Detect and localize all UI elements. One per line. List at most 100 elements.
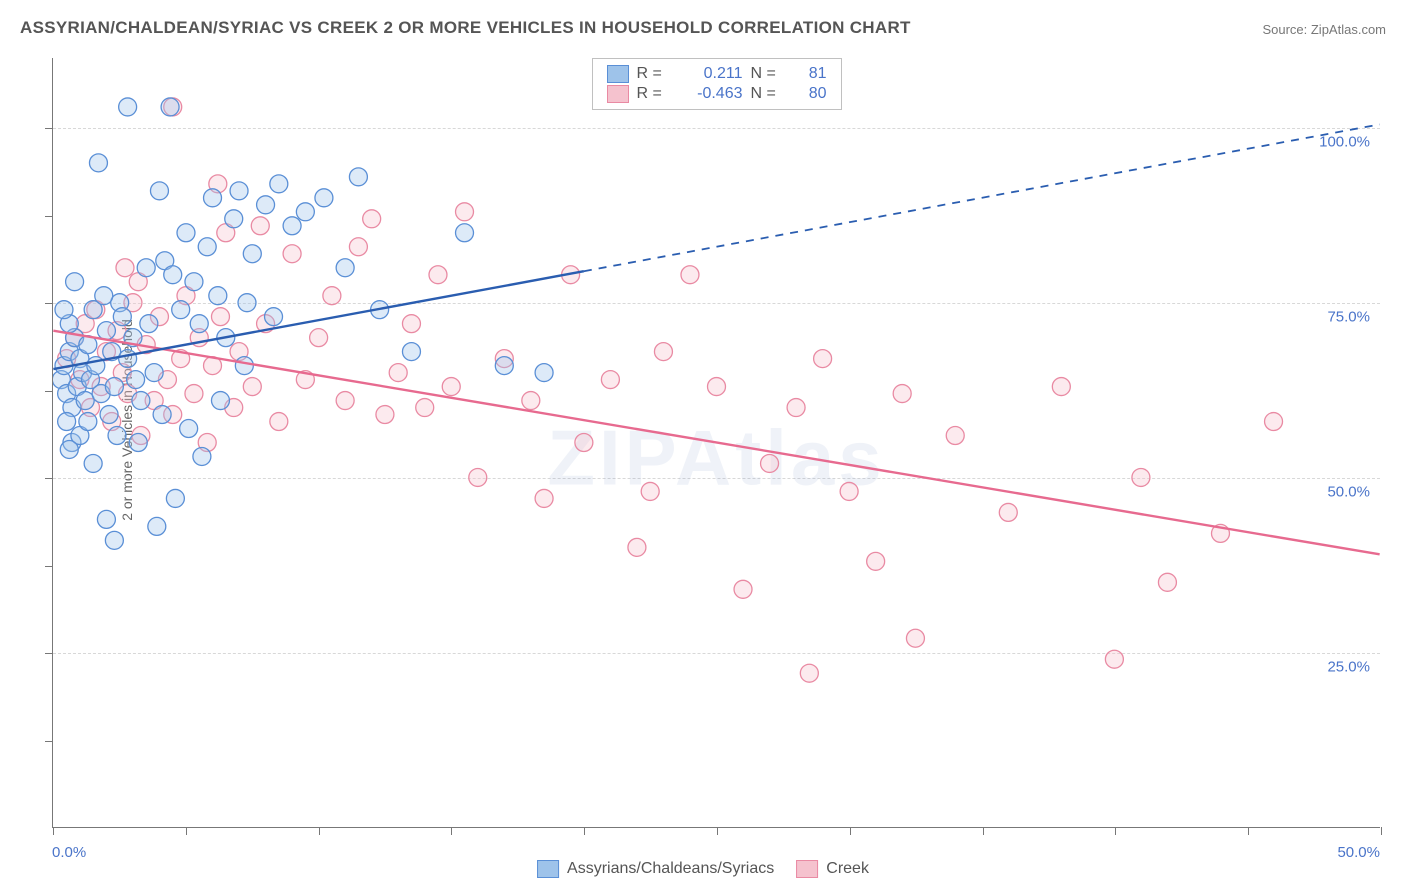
legend-swatch (796, 860, 818, 878)
pink-point (787, 399, 805, 417)
blue-point (161, 98, 179, 116)
blue-point (137, 259, 155, 277)
blue-point (265, 308, 283, 326)
blue-point (89, 154, 107, 172)
blue-point (230, 182, 248, 200)
pink-point (116, 259, 134, 277)
y-tick (45, 391, 53, 392)
n-label: N = (751, 65, 785, 83)
legend-item: Assyrians/Chaldeans/Syriacs (537, 860, 774, 878)
pink-point (251, 217, 269, 235)
blue-point (177, 224, 195, 242)
pink-point (349, 238, 367, 256)
blue-point (211, 392, 229, 410)
blue-point (185, 273, 203, 291)
blue-point (243, 245, 261, 263)
x-tick (1381, 827, 1382, 835)
pink-point (867, 552, 885, 570)
chart-container: ASSYRIAN/CHALDEAN/SYRIAC VS CREEK 2 OR M… (0, 0, 1406, 892)
blue-point (296, 203, 314, 221)
pink-point (575, 434, 593, 452)
blue-point (238, 294, 256, 312)
blue-point (336, 259, 354, 277)
y-tick (45, 741, 53, 742)
x-tick (186, 827, 187, 835)
blue-point (97, 510, 115, 528)
pink-point (946, 427, 964, 445)
legend-swatch (607, 65, 629, 83)
pink-point (1132, 468, 1150, 486)
y-tick (45, 653, 53, 654)
blue-point (66, 273, 84, 291)
blue-point (129, 434, 147, 452)
pink-point (402, 315, 420, 333)
legend-label: Assyrians/Chaldeans/Syriacs (567, 860, 774, 878)
blue-point (148, 517, 166, 535)
y-tick (45, 128, 53, 129)
blue-point (193, 447, 211, 465)
pink-point (840, 482, 858, 500)
blue-point (132, 392, 150, 410)
blue-point (456, 224, 474, 242)
blue-point (79, 413, 97, 431)
blue-point (166, 489, 184, 507)
blue-point (150, 182, 168, 200)
pink-point (1052, 378, 1070, 396)
blue-point (140, 315, 158, 333)
blue-point (119, 98, 137, 116)
legend-stats-row: R =0.211N =81 (607, 65, 827, 83)
pink-trend (53, 331, 1379, 555)
r-label: R = (637, 85, 671, 103)
blue-point (270, 175, 288, 193)
pink-point (906, 629, 924, 647)
blue-point (113, 308, 131, 326)
blue-point (95, 287, 113, 305)
blue-point (349, 168, 367, 186)
pink-point (243, 378, 261, 396)
pink-point (761, 454, 779, 472)
blue-point (105, 531, 123, 549)
pink-point (708, 378, 726, 396)
pink-point (800, 664, 818, 682)
legend-item: Creek (796, 860, 869, 878)
y-tick (45, 303, 53, 304)
blue-trend-dashed (584, 124, 1380, 271)
x-tick (1115, 827, 1116, 835)
chart-title: ASSYRIAN/CHALDEAN/SYRIAC VS CREEK 2 OR M… (20, 18, 911, 38)
blue-point (209, 287, 227, 305)
x-tick (1248, 827, 1249, 835)
source-label: Source: ZipAtlas.com (1262, 22, 1386, 37)
pink-point (601, 371, 619, 389)
x-tick (53, 827, 54, 835)
pink-point (416, 399, 434, 417)
x-tick (717, 827, 718, 835)
pink-point (376, 406, 394, 424)
pink-point (336, 392, 354, 410)
pink-point (1105, 650, 1123, 668)
r-label: R = (637, 65, 671, 83)
blue-point (283, 217, 301, 235)
pink-point (363, 210, 381, 228)
blue-point (58, 413, 76, 431)
pink-point (999, 503, 1017, 521)
pink-point (814, 350, 832, 368)
y-tick (45, 478, 53, 479)
n-label: N = (751, 85, 785, 103)
blue-point (105, 378, 123, 396)
plot-area: ZIPAtlas R =0.211N =81R =-0.463N =80 25.… (52, 58, 1380, 828)
pink-point (535, 489, 553, 507)
x-tick (319, 827, 320, 835)
blue-point (495, 357, 513, 375)
blue-point (402, 343, 420, 361)
legend-label: Creek (826, 860, 869, 878)
blue-point (55, 301, 73, 319)
blue-point (225, 210, 243, 228)
blue-point (190, 315, 208, 333)
pink-point (389, 364, 407, 382)
legend-series: Assyrians/Chaldeans/Syriacs Creek (537, 860, 869, 878)
y-tick (45, 216, 53, 217)
pink-point (283, 245, 301, 263)
blue-point (164, 266, 182, 284)
legend-stats-row: R =-0.463N =80 (607, 85, 827, 103)
pink-point (310, 329, 328, 347)
